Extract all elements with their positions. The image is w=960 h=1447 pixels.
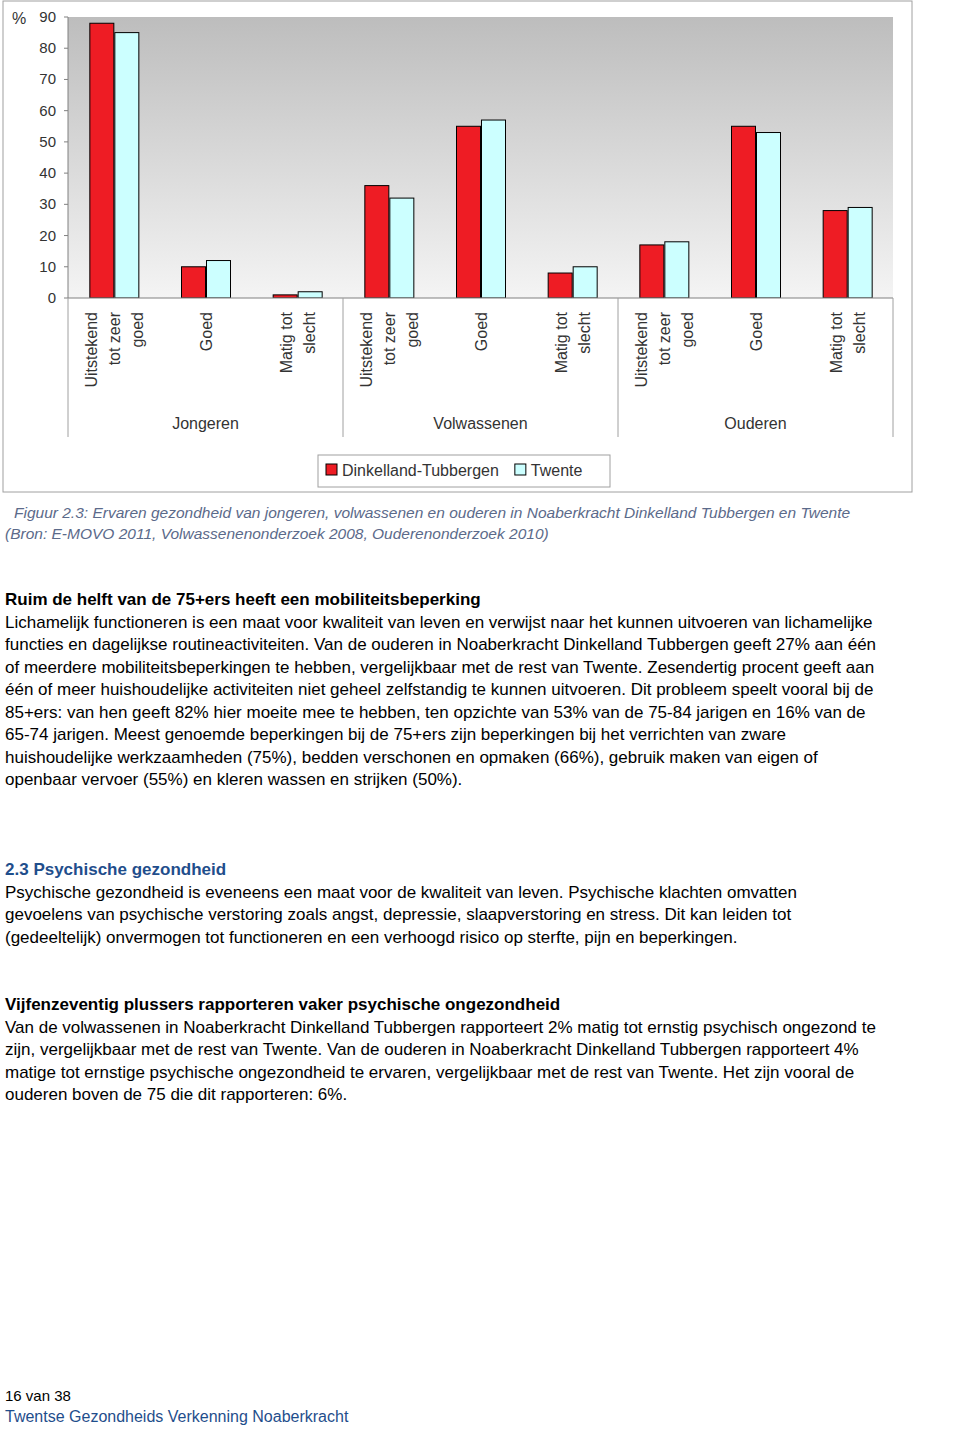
y-tick — [64, 204, 68, 205]
section-heading: Ruim de helft van de 75+ers heeft een mo… — [5, 589, 879, 612]
bar — [90, 23, 114, 298]
x-tick-label: slecht — [851, 311, 868, 353]
chart: 0 10 20 30 40 50 60 70 80 90% Uitstekend tot zeer go… — [0, 0, 960, 495]
x-tick-label: tot zeer — [656, 311, 673, 365]
y-tick — [64, 110, 68, 111]
group-separator — [618, 298, 619, 437]
y-tick-label: 30 — [39, 195, 56, 212]
group-separator — [893, 298, 894, 437]
legend-label: Dinkelland-Tubbergen — [342, 462, 499, 479]
x-tick-label: tot zeer — [106, 311, 123, 365]
y-tick — [64, 79, 68, 80]
bar — [848, 207, 872, 298]
y-axis — [68, 17, 69, 298]
caption: Figuur 2.3: Ervaren gezondheid van jonge… — [5, 502, 885, 544]
x-tick-label: Uitstekend — [633, 312, 650, 388]
section: Vijfenzeventig plussers rapporteren vake… — [5, 994, 879, 1107]
x-tick-label: goed — [129, 312, 146, 348]
heading-text: Ruim de helft van de 75+ers heeft een mo… — [5, 590, 481, 609]
group-label: Ouderen — [724, 415, 786, 432]
y-tick — [64, 235, 68, 236]
y-tick — [64, 141, 68, 142]
y-tick-label: 80 — [39, 39, 56, 56]
legend-box — [318, 455, 610, 487]
bar — [573, 267, 597, 298]
x-tick-label: Uitstekend — [83, 312, 100, 388]
x-tick-label: Matig tot — [828, 311, 845, 373]
heading-text: Vijfenzeventig plussers rapporteren vake… — [5, 995, 560, 1014]
bar — [640, 245, 664, 298]
bar — [548, 273, 572, 298]
group-label: Volwassenen — [433, 415, 527, 432]
y-tick — [64, 173, 68, 174]
section-heading: Vijfenzeventig plussers rapporteren vake… — [5, 994, 879, 1017]
x-axis — [68, 298, 893, 299]
group-label: Jongeren — [172, 415, 239, 432]
x-tick-label: goed — [404, 312, 421, 348]
bar — [298, 292, 322, 298]
y-tick-label: 90 — [39, 8, 56, 25]
legend-swatch — [515, 464, 526, 475]
legend: Dinkelland-Tubbergen Twente — [318, 455, 610, 487]
bar — [365, 186, 389, 298]
paragraph: Van de volwassenen in Noaberkracht Dinke… — [5, 1017, 879, 1107]
group-separator — [68, 298, 69, 437]
x-tick-label: Matig tot — [553, 311, 570, 373]
x-tick-label: slecht — [301, 311, 318, 353]
x-tick-label: goed — [679, 312, 696, 348]
section-number: 2.3 — [5, 860, 29, 879]
section: 2.3 Psychische gezondheidPsychische gezo… — [5, 859, 879, 949]
bar — [732, 126, 756, 298]
bar — [482, 120, 506, 298]
page-number: 16 van 38 — [5, 1387, 71, 1404]
y-tick-label: 40 — [39, 164, 56, 181]
bar — [757, 133, 781, 298]
bar — [115, 33, 139, 298]
bar — [665, 242, 689, 298]
legend-swatch — [326, 464, 337, 475]
paragraph: Psychische gezondheid is eveneens een ma… — [5, 882, 879, 950]
bar — [457, 126, 481, 298]
y-tick-label: 50 — [39, 133, 56, 150]
x-tick-label: Goed — [198, 312, 215, 351]
footer-title: Twentse Gezondheids Verkenning Noaberkra… — [5, 1408, 348, 1426]
bar — [823, 211, 847, 298]
x-tick-label: Goed — [748, 312, 765, 351]
section-heading: 2.3 Psychische gezondheid — [5, 859, 879, 882]
bar — [390, 198, 414, 298]
x-tick-label: Uitstekend — [358, 312, 375, 388]
y-tick — [64, 17, 68, 18]
group-separator — [343, 298, 344, 437]
y-tick-label: 20 — [39, 227, 56, 244]
y-tick — [64, 266, 68, 267]
x-tick-label: tot zeer — [381, 311, 398, 365]
y-tick-label: 60 — [39, 102, 56, 119]
section: Ruim de helft van de 75+ers heeft een mo… — [5, 589, 879, 792]
plot-area — [68, 17, 893, 298]
x-tick-label: slecht — [576, 311, 593, 353]
y-tick-label: 0 — [48, 289, 56, 306]
bar — [207, 261, 231, 298]
bar — [182, 267, 206, 298]
y-tick — [64, 298, 68, 299]
y-axis-label: % — [12, 10, 26, 27]
heading-text: Psychische gezondheid — [33, 860, 226, 879]
y-tick — [64, 48, 68, 49]
x-tick-label: Matig tot — [278, 311, 295, 373]
legend-label: Twente — [531, 462, 583, 479]
y-tick-label: 10 — [39, 258, 56, 275]
paragraph: Lichamelijk functioneren is een maat voo… — [5, 612, 879, 792]
x-tick-label: Goed — [473, 312, 490, 351]
bars — [90, 23, 872, 298]
chart-frame — [3, 1, 912, 492]
y-tick-label: 70 — [39, 70, 56, 87]
